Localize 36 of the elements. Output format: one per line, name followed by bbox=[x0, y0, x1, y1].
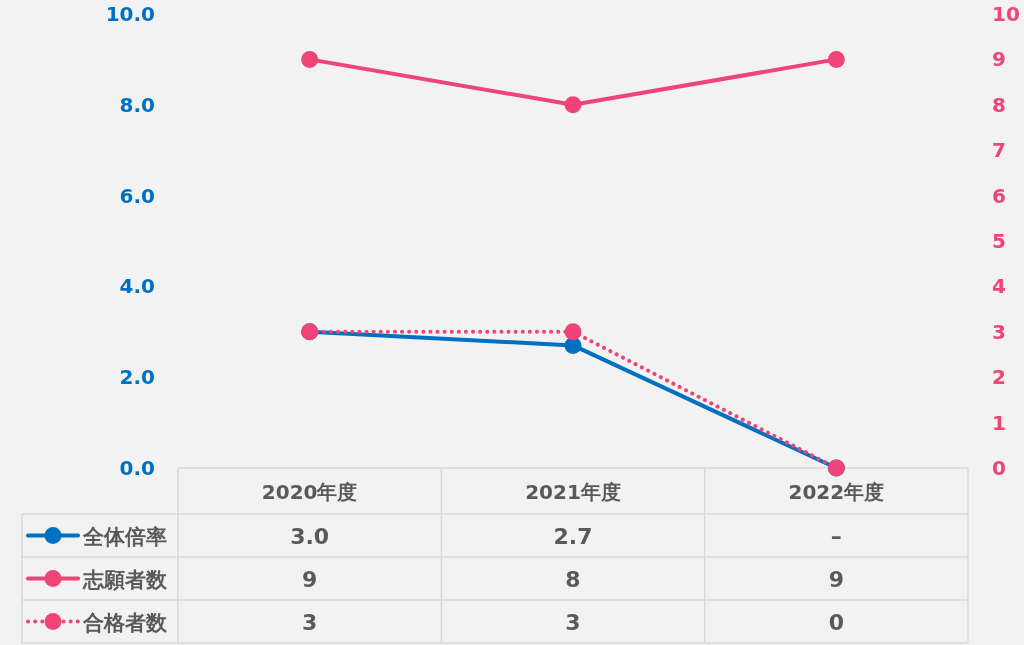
point bbox=[301, 50, 319, 68]
y2-tick-label: 7 bbox=[992, 138, 1006, 163]
y-tick-label: 10.0 bbox=[105, 2, 155, 26]
x-tick-label: 2021年度 bbox=[525, 480, 621, 504]
legend-label: 合格者数 bbox=[82, 610, 168, 635]
data-label: 3 bbox=[302, 610, 318, 635]
y2-tick-label: 1 bbox=[992, 410, 1006, 435]
y2-tick-label: 6 bbox=[992, 183, 1006, 208]
data-label: 3 bbox=[565, 610, 581, 635]
y-tick-label: 0.0 bbox=[119, 456, 155, 480]
legend-label: 全体倍率 bbox=[82, 524, 167, 549]
point bbox=[827, 50, 845, 68]
y-tick-label: 6.0 bbox=[119, 183, 155, 208]
data-label: – bbox=[830, 524, 842, 549]
x-tick-label: 2020年度 bbox=[261, 480, 358, 504]
y2-tick-label: 8 bbox=[992, 92, 1006, 117]
x-tick-label: 2022年度 bbox=[788, 480, 885, 504]
y-tick-label: 4.0 bbox=[119, 274, 155, 299]
y2-tick-label: 9 bbox=[992, 47, 1006, 72]
data-label: 0 bbox=[828, 610, 844, 635]
point bbox=[564, 323, 582, 341]
y2-tick-label: 2 bbox=[992, 365, 1006, 390]
data-label: 2.7 bbox=[553, 524, 593, 549]
legend-label: 志願者数 bbox=[82, 567, 168, 592]
y-tick-label: 8.0 bbox=[119, 92, 155, 117]
data-label: 9 bbox=[828, 567, 844, 592]
y2-tick-label: 3 bbox=[992, 319, 1006, 344]
y-tick-label: 2.0 bbox=[119, 365, 155, 390]
data-label: 9 bbox=[302, 567, 318, 592]
y2-tick-label: 4 bbox=[992, 274, 1006, 299]
y2-tick-label: 10 bbox=[992, 2, 1020, 26]
y2-tick-label: 0 bbox=[992, 456, 1006, 480]
y2-tick-label: 5 bbox=[992, 229, 1006, 253]
data-label: 8 bbox=[565, 567, 581, 592]
point bbox=[564, 96, 582, 114]
data-label: 3.0 bbox=[290, 524, 330, 549]
